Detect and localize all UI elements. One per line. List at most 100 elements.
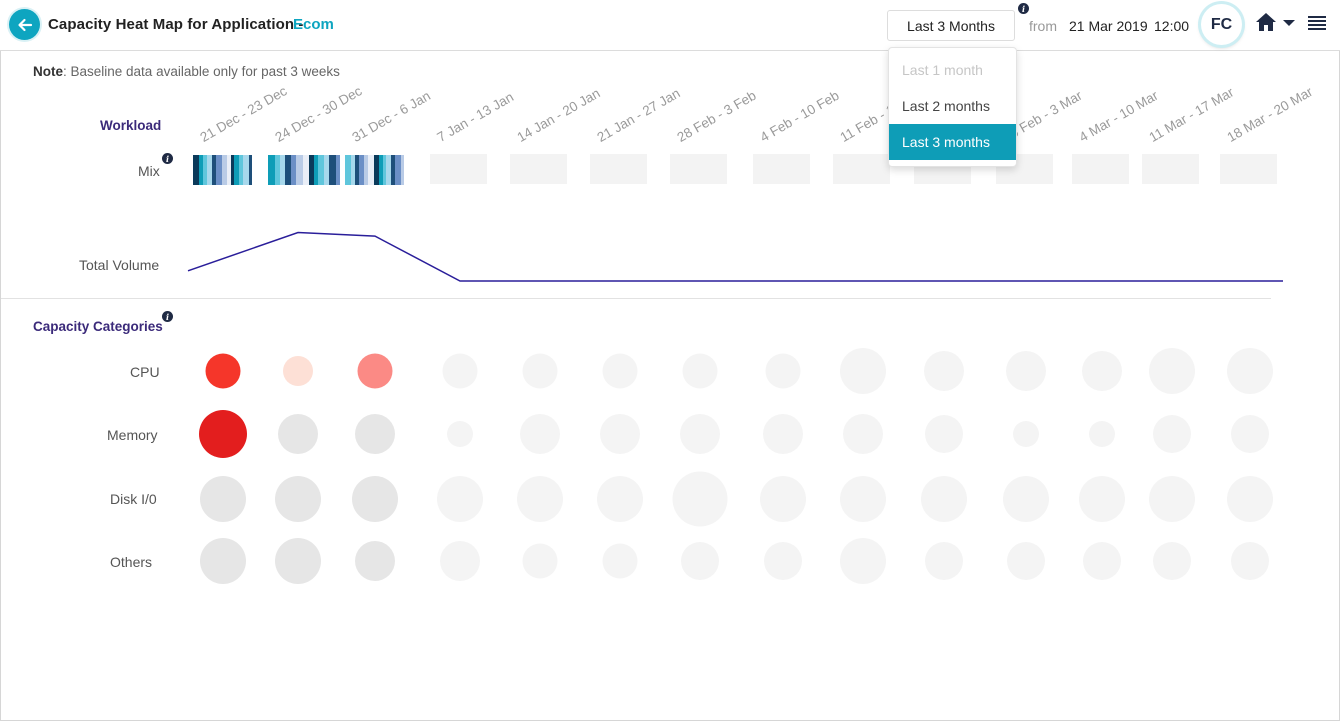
capacity-dot[interactable] <box>1079 476 1125 522</box>
capacity-dot[interactable] <box>765 353 801 389</box>
capacity-dot[interactable] <box>924 351 964 391</box>
capacity-dot[interactable] <box>1082 351 1122 391</box>
mix-distribution-bar[interactable] <box>193 155 252 185</box>
capacity-dot[interactable] <box>275 476 321 522</box>
application-name: Ecom <box>293 16 334 33</box>
capacity-dot[interactable] <box>522 543 558 579</box>
mix-cell-empty <box>670 154 727 184</box>
capacity-dot[interactable] <box>517 476 563 522</box>
mix-info-icon[interactable]: i <box>162 153 173 164</box>
total-volume-line <box>187 231 1283 282</box>
capacity-dot[interactable] <box>275 538 321 584</box>
capacity-dot[interactable] <box>840 476 886 522</box>
period-option-last-3-months[interactable]: Last 3 months <box>889 124 1016 160</box>
capacity-dot[interactable] <box>440 541 480 581</box>
capacity-dot[interactable] <box>1231 542 1269 580</box>
total-volume-label: Total Volume <box>79 257 160 273</box>
mix-cell-empty <box>833 154 890 184</box>
back-button[interactable] <box>9 9 40 40</box>
capacity-dot[interactable] <box>681 542 719 580</box>
period-select[interactable]: Last 3 Months <box>887 10 1015 41</box>
note-text: : Baseline data available only for past … <box>63 64 340 79</box>
capacity-dot[interactable] <box>1013 421 1039 447</box>
capacity-dot[interactable] <box>200 476 246 522</box>
capacity-dot[interactable] <box>764 542 802 580</box>
capacity-dot[interactable] <box>840 348 886 394</box>
mix-distribution-bar[interactable] <box>268 155 340 185</box>
capacity-dot[interactable] <box>1149 476 1195 522</box>
capacity-dot[interactable] <box>760 476 806 522</box>
capacity-dot[interactable] <box>1089 421 1115 447</box>
capacity-dot[interactable] <box>520 414 560 454</box>
capacity-dot[interactable] <box>205 353 241 389</box>
capacity-dot[interactable] <box>682 353 718 389</box>
hamburger-menu-icon[interactable] <box>1308 16 1326 32</box>
capacity-dot[interactable] <box>355 541 395 581</box>
capacity-dot[interactable] <box>278 414 318 454</box>
capacity-dot[interactable] <box>1153 542 1191 580</box>
capacity-dot[interactable] <box>1007 542 1045 580</box>
mix-cell-empty <box>1072 154 1129 184</box>
capacity-info-icon[interactable]: i <box>162 311 173 322</box>
capacity-dot[interactable] <box>597 476 643 522</box>
capacity-dot[interactable] <box>843 414 883 454</box>
capacity-dot[interactable] <box>840 538 886 584</box>
chevron-down-icon <box>1283 20 1295 26</box>
capacity-dot[interactable] <box>355 414 395 454</box>
capacity-dot[interactable] <box>522 353 558 389</box>
capacity-dot[interactable] <box>1083 542 1121 580</box>
mix-cell-empty <box>1142 154 1199 184</box>
capacity-dot[interactable] <box>442 353 478 389</box>
category-label-cpu: CPU <box>130 364 160 380</box>
workload-label: Workload <box>100 118 162 133</box>
capacity-dot[interactable] <box>1006 351 1046 391</box>
mix-cell-empty <box>590 154 647 184</box>
page-title: Capacity Heat Map for Application - <box>48 16 304 33</box>
category-label-disk-io: Disk I/0 <box>110 491 157 507</box>
note-prefix: Note <box>33 64 63 79</box>
arrow-left-icon <box>17 18 32 31</box>
from-time[interactable]: 12:00 <box>1154 18 1190 34</box>
capacity-dot[interactable] <box>600 414 640 454</box>
home-menu-button[interactable] <box>1255 12 1297 34</box>
capacity-dot[interactable] <box>1227 476 1273 522</box>
capacity-dot[interactable] <box>352 476 398 522</box>
capacity-dot[interactable] <box>1003 476 1049 522</box>
capacity-dot[interactable] <box>437 476 483 522</box>
mix-cell-empty <box>753 154 810 184</box>
mix-cell-empty <box>1220 154 1277 184</box>
capacity-dot[interactable] <box>925 415 963 453</box>
capacity-dot[interactable] <box>1227 348 1273 394</box>
capacity-dot[interactable] <box>602 543 638 579</box>
capacity-dot[interactable] <box>680 414 720 454</box>
total-volume-line-chart <box>187 231 1283 282</box>
capacity-dot[interactable] <box>1153 415 1191 453</box>
from-date[interactable]: 21 Mar 2019 <box>1069 18 1148 34</box>
capacity-dot[interactable] <box>1149 348 1195 394</box>
baseline-note: Note: Baseline data available only for p… <box>33 64 340 79</box>
capacity-dot[interactable] <box>447 421 473 447</box>
category-label-others: Others <box>110 554 153 570</box>
period-dropdown: Last 1 month Last 2 months Last 3 months <box>888 47 1017 167</box>
capacity-dot[interactable] <box>1231 415 1269 453</box>
home-icon <box>1256 13 1276 31</box>
from-label: from <box>1029 18 1057 34</box>
capacity-dot[interactable] <box>763 414 803 454</box>
avatar[interactable]: FC <box>1201 4 1242 45</box>
capacity-dot[interactable] <box>357 353 393 389</box>
mix-cell-empty <box>430 154 487 184</box>
mix-distribution-bar[interactable] <box>345 155 404 185</box>
period-option-last-2-months[interactable]: Last 2 months <box>902 98 990 114</box>
info-icon[interactable]: i <box>1018 3 1029 14</box>
capacity-dot[interactable] <box>602 353 638 389</box>
mix-cell-empty <box>510 154 567 184</box>
capacity-dot[interactable] <box>283 356 313 386</box>
capacity-dot[interactable] <box>672 471 728 527</box>
capacity-categories-label: Capacity Categories <box>33 319 163 334</box>
mix-label: Mix <box>138 163 160 179</box>
capacity-dot[interactable] <box>925 542 963 580</box>
capacity-dot[interactable] <box>200 538 246 584</box>
capacity-dot[interactable] <box>199 410 247 458</box>
header-bar: Capacity Heat Map for Application - Ecom… <box>0 0 1340 51</box>
capacity-dot[interactable] <box>921 476 967 522</box>
